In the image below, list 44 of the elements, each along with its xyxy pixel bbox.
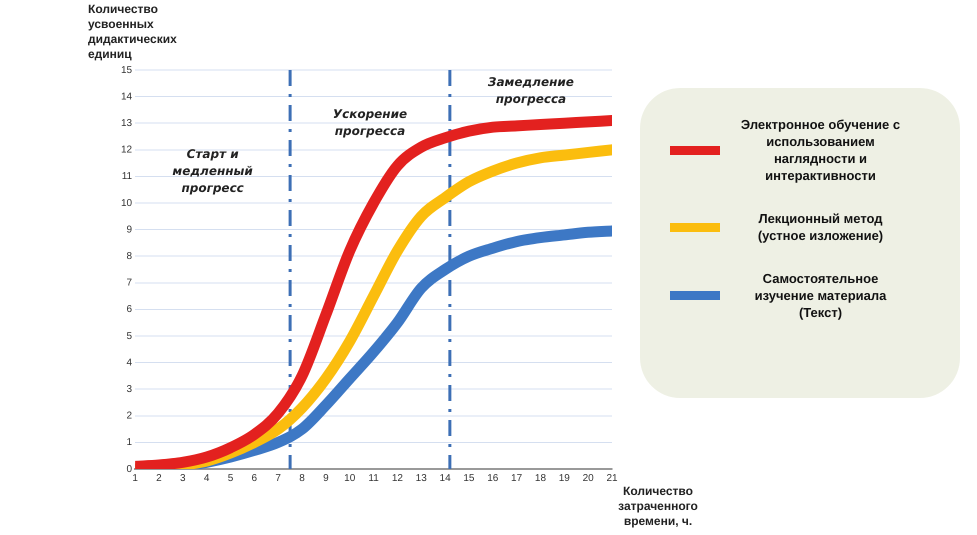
x-tick-label: 3	[180, 472, 186, 484]
y-tick-label: 4	[126, 357, 133, 368]
x-tick-label: 15	[463, 472, 475, 484]
y-tick-label: 6	[126, 304, 133, 316]
y-tick-label: 0	[126, 464, 133, 475]
y-tick-label: 11	[122, 171, 133, 182]
y-tick-label: 14	[121, 91, 133, 102]
x-tick-label: 9	[323, 472, 330, 484]
y-tick-label: 10	[121, 198, 133, 209]
y-tick-label: 7	[126, 278, 133, 289]
x-tick-label: 14	[440, 472, 452, 484]
y-tick-label: 1	[126, 437, 133, 448]
y-tick-label: 3	[126, 384, 133, 395]
annotation: Старт и медленный прогресс	[172, 146, 254, 195]
y-tick-label: 15	[121, 64, 133, 76]
annotation: Ускорение прогресса	[332, 106, 408, 138]
y-tick-label: 12	[121, 144, 133, 156]
legend-label: Электронное обучение с использованием наглядности и интерактивности	[740, 116, 902, 184]
y-tick-label: 5	[126, 330, 133, 342]
y-tick-label: 8	[126, 250, 133, 262]
x-axis-title: Количество затраченного времени, ч.	[617, 484, 699, 529]
x-tick-label: 7	[275, 472, 282, 484]
x-tick-label: 13	[416, 472, 428, 484]
text: Самостоятельное изучение материала (Текст)	[754, 270, 888, 321]
x-tick-label: 19	[558, 472, 570, 484]
x-tick-label: 18	[534, 472, 546, 484]
x-tick-label: 5	[228, 472, 234, 484]
x-tick-label: 21	[606, 472, 618, 484]
x-tick-label: 10	[344, 472, 356, 484]
x-tick-label: 11	[368, 472, 380, 484]
x-tick-label: 17	[511, 472, 523, 484]
x-tick-label: 12	[392, 472, 404, 484]
x-tick-label: 8	[299, 472, 306, 484]
x-tick-label: 20	[582, 472, 594, 484]
y-tick-label: 9	[126, 224, 133, 236]
x-tick-label: 6	[252, 472, 258, 484]
text: Лекционный метод (устное изложение)	[756, 210, 884, 244]
x-tick-label: 2	[156, 472, 162, 484]
y-axis-title: Количество усвоенных дидактических единиц	[88, 2, 178, 62]
x-tick-label: 16	[487, 472, 499, 484]
y-tick-label: 13	[121, 118, 133, 129]
annotation: Замедление прогресса	[488, 74, 574, 106]
y-tick-label: 2	[126, 410, 133, 422]
x-tick-label: 4	[204, 472, 210, 484]
